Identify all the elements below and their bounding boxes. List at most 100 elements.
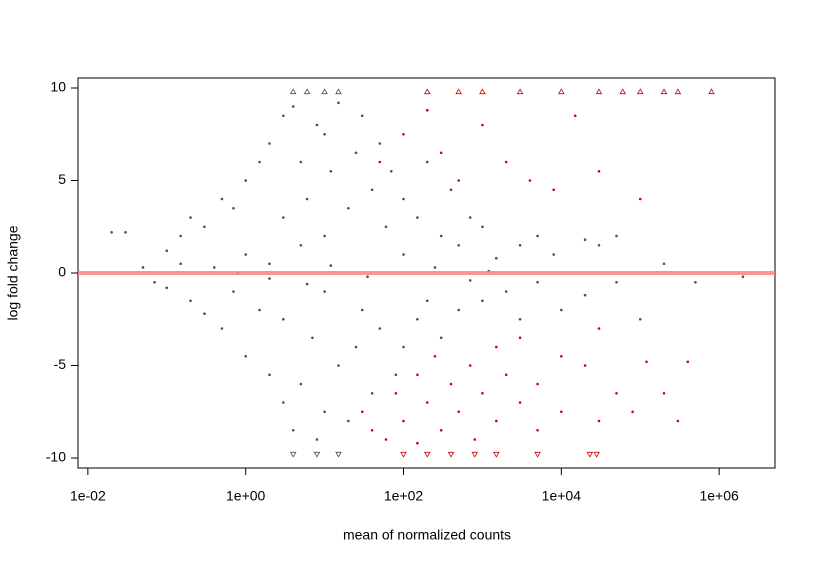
point xyxy=(337,364,340,367)
point xyxy=(433,266,437,269)
point xyxy=(425,401,429,404)
point xyxy=(504,373,508,377)
point xyxy=(258,160,261,164)
point xyxy=(378,142,382,145)
point-triangle xyxy=(636,88,644,95)
point xyxy=(299,382,303,386)
point xyxy=(439,234,443,238)
point xyxy=(329,264,333,267)
point-triangle xyxy=(313,451,321,458)
point xyxy=(354,151,358,155)
point xyxy=(528,179,532,182)
point xyxy=(384,438,388,441)
point xyxy=(638,197,642,201)
point xyxy=(615,391,618,395)
point xyxy=(495,419,498,423)
y-tick-label: -5 xyxy=(54,356,67,372)
point xyxy=(597,243,601,247)
point xyxy=(416,373,419,377)
x-tick-label: 1e+04 xyxy=(542,488,582,504)
point xyxy=(153,280,156,284)
point xyxy=(360,114,364,118)
point xyxy=(360,410,364,414)
point xyxy=(615,280,618,284)
point-triangle xyxy=(400,451,407,458)
point xyxy=(457,308,460,312)
point xyxy=(323,290,326,293)
point xyxy=(597,169,601,173)
point xyxy=(378,327,382,330)
point xyxy=(203,225,206,229)
x-tick-label: 1e+06 xyxy=(699,488,739,504)
point xyxy=(449,382,453,386)
point xyxy=(468,364,472,367)
point xyxy=(416,441,419,445)
point xyxy=(315,438,319,441)
point-triangle xyxy=(423,88,431,95)
point-triangle xyxy=(289,88,297,95)
y-tick-label: 5 xyxy=(58,171,66,187)
point xyxy=(268,142,271,145)
point xyxy=(268,373,271,377)
point xyxy=(662,262,666,266)
point-triangle xyxy=(674,88,682,95)
x-axis-label: mean of normalized counts xyxy=(343,527,511,543)
point xyxy=(232,290,235,293)
point-triangle xyxy=(303,88,311,95)
x-tick-label: 1e-02 xyxy=(70,488,106,504)
point-triangle xyxy=(423,451,431,458)
point xyxy=(165,286,169,290)
point xyxy=(425,160,429,164)
point xyxy=(389,169,393,173)
point xyxy=(425,108,429,112)
x-tick-label: 1e+00 xyxy=(226,488,266,504)
point xyxy=(583,364,587,367)
point xyxy=(536,428,539,432)
point xyxy=(495,256,498,260)
point xyxy=(504,160,508,164)
point xyxy=(179,234,182,238)
point xyxy=(370,391,374,395)
point xyxy=(481,391,484,395)
point-triangle xyxy=(335,451,342,458)
point xyxy=(384,225,388,229)
point xyxy=(366,275,369,279)
point xyxy=(323,410,326,414)
point xyxy=(676,419,680,423)
point xyxy=(741,275,745,279)
point xyxy=(402,132,405,136)
point xyxy=(615,234,618,238)
point xyxy=(457,410,460,414)
point xyxy=(457,179,460,182)
point xyxy=(481,123,484,127)
point xyxy=(468,216,472,219)
point xyxy=(402,197,405,201)
point xyxy=(457,243,460,247)
point-triangle xyxy=(619,88,627,95)
point xyxy=(232,206,235,210)
point-triangle xyxy=(708,88,715,95)
point xyxy=(378,160,382,164)
point xyxy=(244,179,247,182)
point xyxy=(347,419,350,423)
point xyxy=(291,428,295,432)
point xyxy=(631,410,634,414)
point xyxy=(268,277,271,280)
point xyxy=(179,262,182,266)
point xyxy=(481,225,484,229)
point-triangle xyxy=(471,451,479,458)
point-triangle xyxy=(593,451,600,458)
point xyxy=(536,280,539,284)
point xyxy=(468,279,472,282)
point xyxy=(370,188,374,192)
point xyxy=(439,336,443,340)
point-triangle xyxy=(586,451,594,458)
y-axis-label: log fold change xyxy=(5,225,21,320)
point xyxy=(518,243,522,247)
point xyxy=(282,401,285,404)
point xyxy=(439,151,443,155)
point xyxy=(686,360,690,364)
point xyxy=(347,206,350,210)
x-tick-label: 1e+02 xyxy=(384,488,424,504)
point xyxy=(597,419,601,423)
